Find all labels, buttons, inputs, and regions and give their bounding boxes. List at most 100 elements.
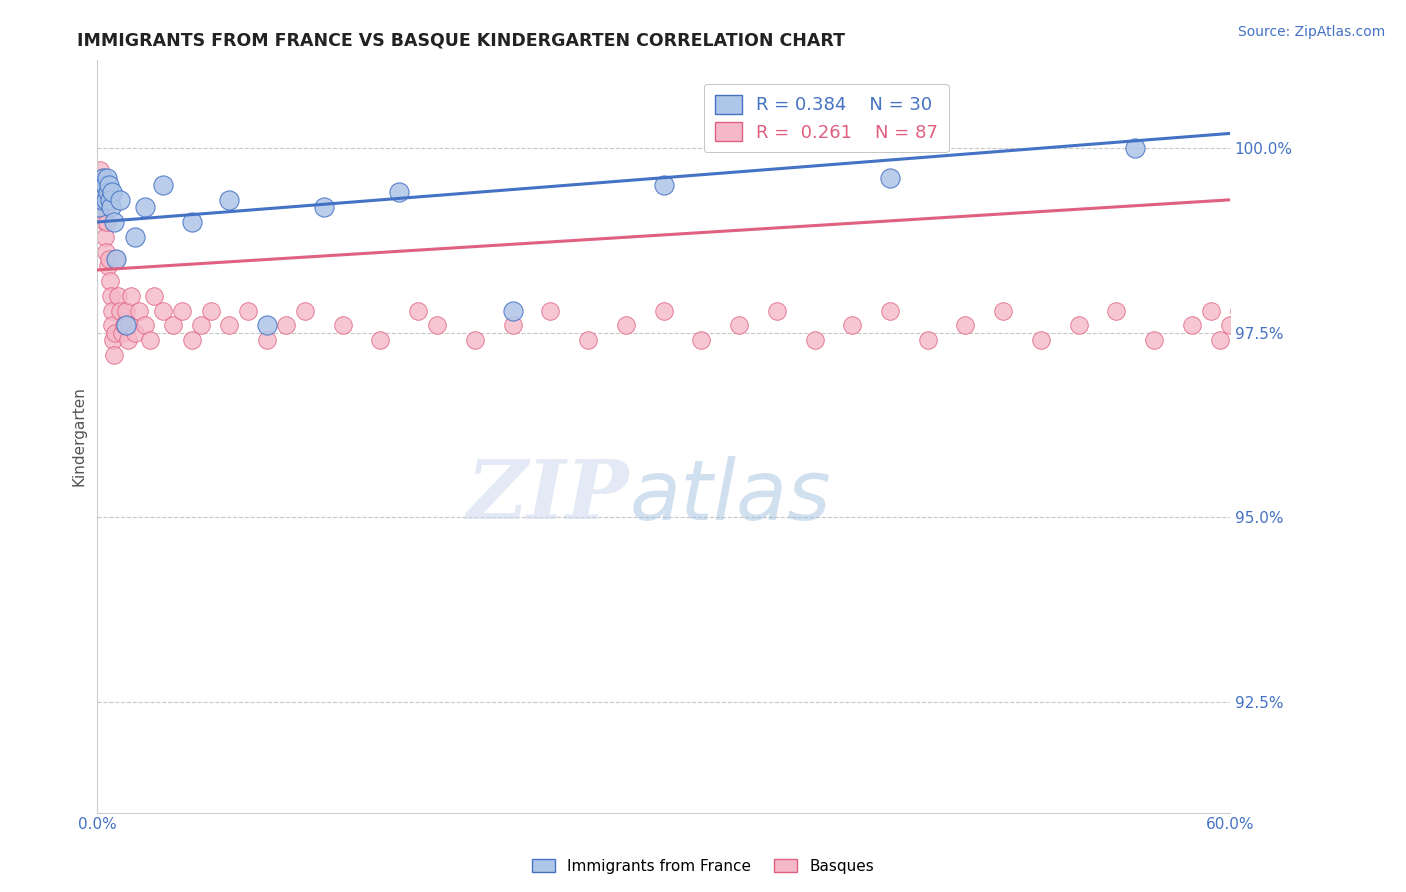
Point <box>218 193 240 207</box>
Point <box>332 318 354 333</box>
Point <box>90 178 112 192</box>
Point <box>152 303 174 318</box>
Point <box>101 318 124 333</box>
Point <box>94 200 117 214</box>
Point <box>98 193 121 207</box>
Point <box>96 215 118 229</box>
Point <box>256 318 278 333</box>
Point <box>94 215 117 229</box>
Point <box>1219 318 1241 333</box>
Point <box>172 303 194 318</box>
Point <box>128 303 150 318</box>
Point <box>502 303 524 318</box>
Point <box>87 193 110 207</box>
Point <box>312 200 335 214</box>
Point <box>91 193 114 207</box>
Point <box>100 200 122 214</box>
Point <box>841 318 863 333</box>
Point <box>96 244 118 259</box>
Point <box>97 260 120 274</box>
Point <box>134 200 156 214</box>
Point <box>89 186 111 200</box>
Point <box>406 303 429 318</box>
Point <box>87 178 110 192</box>
Point <box>1029 333 1052 347</box>
Point <box>1331 303 1354 318</box>
Point <box>117 333 139 347</box>
Point <box>1313 318 1336 333</box>
Point <box>108 193 131 207</box>
Point <box>1256 318 1278 333</box>
Point <box>502 318 524 333</box>
Point <box>294 303 316 318</box>
Point <box>190 318 212 333</box>
Point <box>576 333 599 347</box>
Point <box>538 303 561 318</box>
Point <box>256 333 278 347</box>
Point <box>91 178 114 192</box>
Point <box>1209 333 1232 347</box>
Point <box>89 186 111 200</box>
Point <box>180 333 202 347</box>
Point <box>652 303 675 318</box>
Point <box>139 333 162 347</box>
Point <box>120 289 142 303</box>
Point <box>93 186 115 200</box>
Point <box>89 170 111 185</box>
Point <box>388 186 411 200</box>
Point <box>108 303 131 318</box>
Point <box>955 318 977 333</box>
Point <box>93 208 115 222</box>
Point <box>91 170 114 185</box>
Point <box>114 303 136 318</box>
Point <box>728 318 751 333</box>
Point <box>103 333 125 347</box>
Point <box>993 303 1015 318</box>
Point <box>94 193 117 207</box>
Point <box>614 318 637 333</box>
Point <box>114 318 136 333</box>
Point <box>1105 303 1128 318</box>
Point <box>1125 141 1147 155</box>
Point <box>1181 318 1204 333</box>
Point <box>111 326 134 340</box>
Point <box>98 274 121 288</box>
Point <box>89 200 111 214</box>
Point <box>91 200 114 214</box>
Point <box>101 186 124 200</box>
Point <box>917 333 939 347</box>
Legend: Immigrants from France, Basques: Immigrants from France, Basques <box>526 853 880 880</box>
Point <box>162 318 184 333</box>
Point <box>1067 318 1090 333</box>
Text: Source: ZipAtlas.com: Source: ZipAtlas.com <box>1237 25 1385 39</box>
Point <box>765 303 787 318</box>
Point <box>464 333 486 347</box>
Point <box>690 333 713 347</box>
Point <box>97 178 120 192</box>
Point <box>118 318 141 333</box>
Point <box>90 178 112 192</box>
Point <box>124 229 146 244</box>
Point <box>1227 303 1250 318</box>
Point <box>97 252 120 266</box>
Point <box>200 303 222 318</box>
Point <box>103 215 125 229</box>
Point <box>370 333 392 347</box>
Point <box>89 163 111 178</box>
Point <box>1237 333 1260 347</box>
Point <box>94 178 117 192</box>
Point <box>1199 303 1222 318</box>
Point <box>238 303 260 318</box>
Point <box>1143 333 1166 347</box>
Point <box>112 318 135 333</box>
Point <box>96 170 118 185</box>
Point <box>180 215 202 229</box>
Point <box>124 326 146 340</box>
Point <box>105 252 128 266</box>
Point <box>1294 333 1316 347</box>
Text: IMMIGRANTS FROM FRANCE VS BASQUE KINDERGARTEN CORRELATION CHART: IMMIGRANTS FROM FRANCE VS BASQUE KINDERG… <box>77 31 845 49</box>
Point <box>274 318 297 333</box>
Point <box>652 178 675 192</box>
Point <box>90 170 112 185</box>
Point <box>143 289 166 303</box>
